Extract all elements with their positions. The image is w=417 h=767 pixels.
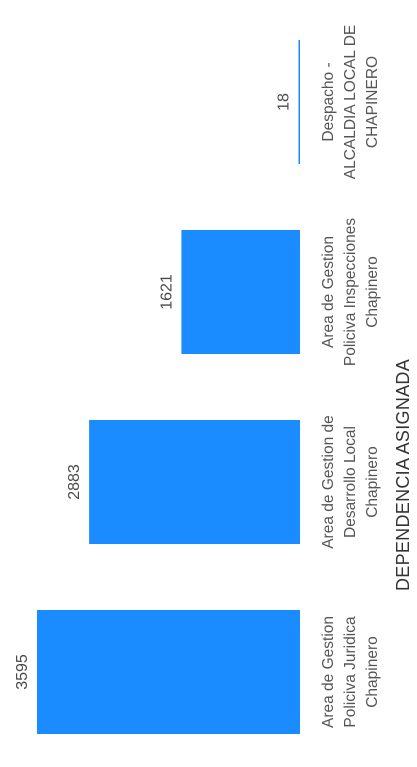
x-axis-title: DEPENDENCIA ASIGNADA (393, 359, 413, 591)
bar (37, 610, 300, 734)
value-labels-group: 3595 2883 1621 18 (14, 93, 293, 690)
category-tick-label: Chapinero (364, 256, 381, 328)
category-tick-label: Area de Gestion (320, 616, 337, 728)
category-tick-label: Policiva Juridica (342, 616, 359, 728)
category-tick-label: Chapinero (364, 446, 381, 518)
data-label: 1621 (158, 274, 175, 310)
bar (89, 420, 301, 544)
category-labels-group: Area de Gestion Policiva Juridica Chapiner… (320, 25, 381, 728)
category-tick-label: Area de Gestion de (320, 415, 337, 549)
category-tick-label: CHAPINERO (364, 56, 381, 148)
data-label: 3595 (14, 654, 31, 690)
category-tick-label: Policiva Inspecciones (342, 218, 359, 366)
bars-group (37, 40, 301, 734)
data-label: 18 (276, 93, 293, 111)
category-tick-label: Despacho - (320, 62, 337, 141)
category-tick-label: Desarrollo Local (342, 426, 359, 538)
bar (181, 230, 300, 354)
bar (298, 40, 300, 164)
category-tick-label: Area de Gestion (320, 236, 337, 348)
data-label: 2883 (66, 464, 83, 500)
category-tick-label: ALCALDIA LOCAL DE (342, 25, 359, 180)
category-tick-label: Chapinero (364, 636, 381, 708)
